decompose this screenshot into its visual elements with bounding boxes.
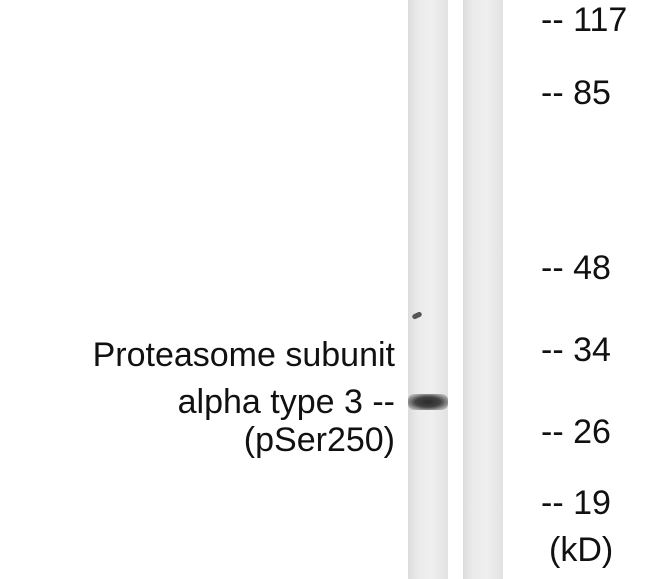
protein-band (408, 394, 448, 410)
marker-label: -- 34 (541, 331, 611, 369)
protein-label-line: Proteasome subunit (92, 336, 395, 374)
marker-label: -- 48 (541, 249, 611, 287)
protein-label-line: (pSer250) (243, 421, 395, 459)
marker-label: -- 26 (541, 413, 611, 451)
marker-label: -- 19 (541, 484, 611, 522)
protein-label-line: alpha type 3 -- (177, 383, 395, 421)
marker-label: -- 85 (541, 74, 611, 112)
marker-label: -- 117 (541, 1, 628, 39)
lane-1 (408, 0, 448, 579)
unit-label: (kD) (549, 531, 614, 569)
lane-2 (463, 0, 503, 579)
